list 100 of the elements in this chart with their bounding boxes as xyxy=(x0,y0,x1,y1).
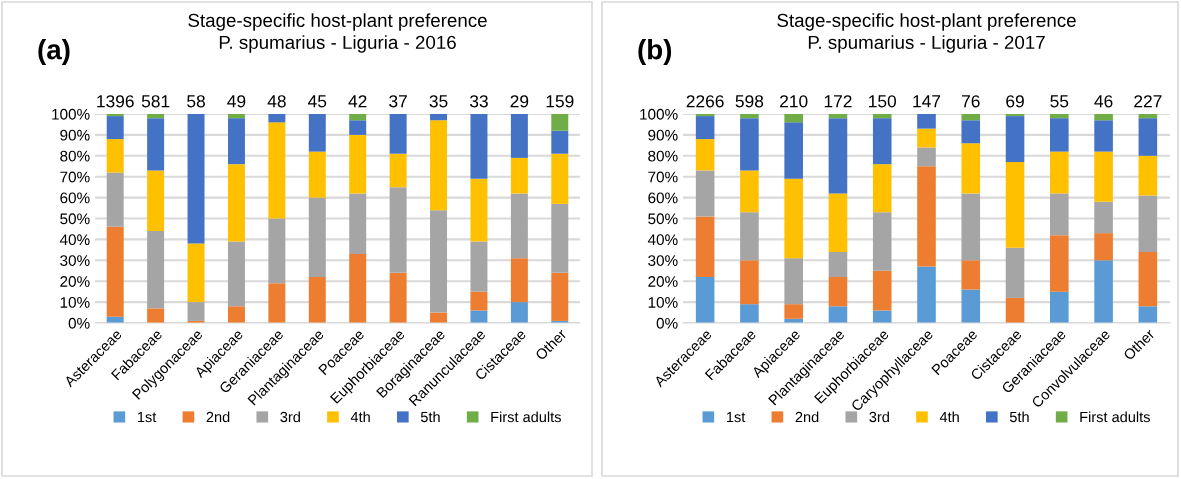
bar xyxy=(510,302,528,323)
bar xyxy=(227,306,245,323)
legend-label: 5th xyxy=(420,411,440,423)
bar xyxy=(872,310,892,323)
bar xyxy=(389,187,407,273)
legend-label: 4th xyxy=(350,411,370,423)
bar xyxy=(1050,193,1069,236)
y-tick-label: 100% xyxy=(52,108,90,120)
bar xyxy=(227,164,245,242)
bar xyxy=(1005,247,1025,298)
bar xyxy=(1138,114,1158,119)
text: 210 xyxy=(780,95,808,108)
text: 55 xyxy=(1050,95,1069,108)
bar xyxy=(872,164,892,213)
text: 150 xyxy=(869,95,897,108)
bar xyxy=(784,304,803,319)
bar xyxy=(147,231,165,309)
bar xyxy=(784,114,803,123)
y-tick-label: 20% xyxy=(648,276,678,287)
bar xyxy=(147,114,165,119)
bar xyxy=(430,210,448,313)
chart-subtitle: P. spumarius - Liguria - 2017 xyxy=(808,35,1045,53)
bar xyxy=(1005,297,1025,323)
y-tick-label: 20% xyxy=(60,276,90,287)
bar xyxy=(551,130,569,154)
text: 42 xyxy=(348,95,367,108)
bar xyxy=(828,306,848,323)
bar xyxy=(106,114,124,117)
bar xyxy=(389,272,407,323)
bar xyxy=(961,114,981,121)
bar xyxy=(740,118,759,171)
bar xyxy=(961,260,981,290)
bar xyxy=(917,166,936,267)
bar xyxy=(1050,151,1069,194)
y-tick-label: 0% xyxy=(68,317,90,329)
bar xyxy=(1050,118,1069,152)
bar xyxy=(268,218,286,284)
legend-label: 1st xyxy=(137,411,157,423)
bar xyxy=(1138,155,1158,196)
bar xyxy=(961,120,981,144)
bar xyxy=(187,114,205,244)
bar xyxy=(828,193,848,252)
bar xyxy=(695,114,715,117)
y-tick-label: 50% xyxy=(60,213,90,225)
bar xyxy=(961,143,981,194)
bar xyxy=(917,266,936,323)
bar xyxy=(349,134,367,194)
y-tick-label: 30% xyxy=(648,255,678,266)
bar xyxy=(227,118,245,165)
text: 29 xyxy=(510,95,529,108)
bar xyxy=(106,172,124,227)
y-tick-label: 40% xyxy=(647,234,678,246)
bar xyxy=(268,283,286,323)
bar xyxy=(187,243,205,303)
bar xyxy=(740,304,759,323)
legend-label: First adults xyxy=(491,411,561,423)
bar xyxy=(551,153,569,204)
bar xyxy=(389,114,407,154)
bar xyxy=(551,203,569,273)
bar xyxy=(828,251,848,278)
bar xyxy=(1094,201,1113,234)
bar xyxy=(1005,114,1025,117)
bar xyxy=(510,258,528,303)
bar xyxy=(147,170,165,232)
bar xyxy=(106,226,124,317)
bar xyxy=(695,139,715,171)
bar xyxy=(1138,195,1158,252)
bar xyxy=(551,114,569,131)
bar xyxy=(430,120,448,211)
bar xyxy=(1050,235,1069,292)
bar xyxy=(187,302,205,321)
text: 46 xyxy=(1094,95,1113,108)
y-tick-label: 70% xyxy=(648,171,678,183)
bar xyxy=(695,116,715,140)
bar xyxy=(106,139,124,173)
bar xyxy=(1050,114,1069,119)
chart-title: Stage-specific host-plant preference xyxy=(188,13,487,31)
bar xyxy=(1138,118,1158,156)
y-tick-label: 10% xyxy=(60,296,90,308)
y-tick-label: 60% xyxy=(60,192,90,204)
bar xyxy=(430,114,448,121)
bar xyxy=(470,291,488,311)
text: 172 xyxy=(824,95,852,108)
bar xyxy=(349,193,367,255)
bar xyxy=(740,212,759,261)
text: 35 xyxy=(429,95,448,108)
bar xyxy=(308,277,326,323)
bar xyxy=(828,277,848,307)
bar xyxy=(695,216,715,278)
bar xyxy=(695,170,715,217)
legend-label: 1st xyxy=(726,411,746,423)
bar xyxy=(349,120,367,135)
text: 58 xyxy=(187,95,205,108)
bar xyxy=(227,241,245,307)
bar xyxy=(389,153,407,188)
bar xyxy=(784,258,803,305)
bar xyxy=(961,193,981,261)
bar xyxy=(470,241,488,292)
bar xyxy=(784,178,803,259)
text: 69 xyxy=(1006,95,1024,108)
